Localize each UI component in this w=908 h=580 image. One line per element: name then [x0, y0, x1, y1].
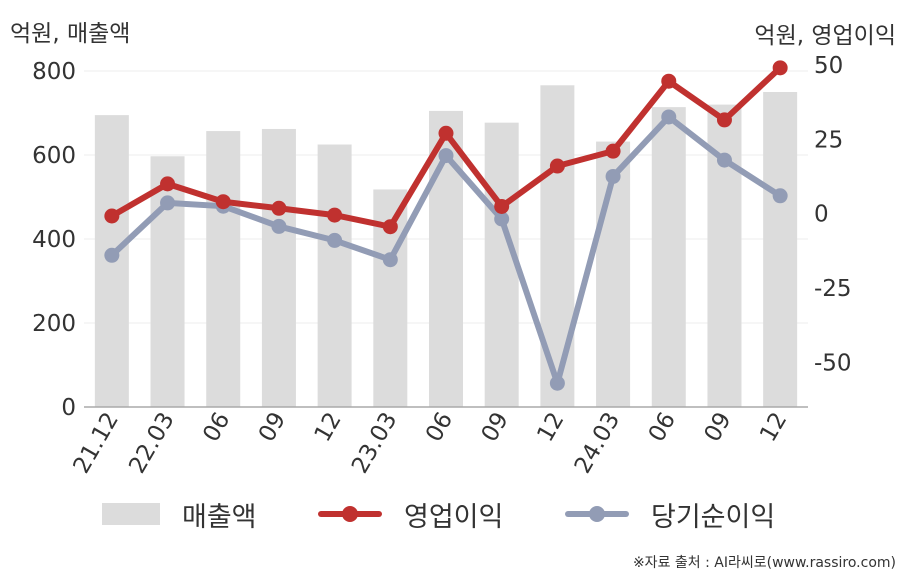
revenue-bar	[261, 128, 296, 407]
left-tick-label: 200	[32, 311, 76, 337]
revenue-bar	[206, 131, 241, 407]
x-tick-label: 09	[477, 408, 514, 446]
left-tick-label: 800	[32, 59, 76, 85]
net-income-point	[438, 148, 454, 164]
right-tick-label: -25	[814, 276, 852, 302]
legend-revenue-label: 매출액	[182, 501, 257, 533]
net-income-point	[160, 195, 176, 211]
net-income-point	[549, 375, 565, 391]
net-income-point	[494, 211, 510, 227]
left-tick-label: 400	[32, 227, 76, 253]
right-axis-ticks: -50 -25 0 25 50	[814, 53, 852, 377]
operating-profit-point	[549, 158, 565, 174]
revenue-bar	[484, 122, 519, 407]
legend-operating-profit-swatch	[318, 504, 382, 524]
operating-profit-point	[494, 198, 510, 214]
revenue-bar	[651, 107, 686, 408]
operating-profit-point	[104, 208, 120, 224]
operating-profit-point	[382, 219, 398, 235]
revenue-bar	[540, 85, 575, 407]
operating-profit-point	[772, 60, 788, 76]
x-tick-label: 12	[310, 408, 347, 446]
legend-operating-profit: 영업이익	[318, 494, 503, 534]
legend-revenue-swatch	[102, 503, 160, 525]
net-income-point	[772, 188, 788, 204]
source-note: ※자료 출처 : AI라씨로(www.rassiro.com)	[632, 555, 896, 571]
operating-profit-point	[215, 194, 231, 210]
legend-operating-profit-label: 영업이익	[404, 501, 504, 533]
line-series	[104, 60, 788, 391]
combo-chart: 0 200 400 600 800 -50 -25 0 25 50 21.12 22.03 06 09…	[32, 53, 852, 478]
left-axis-unit: 억원, 매출액	[10, 21, 131, 47]
net-income-point	[605, 168, 621, 184]
right-tick-label: 0	[814, 202, 829, 228]
revenue-bar	[763, 92, 798, 407]
operating-profit-point	[271, 200, 287, 216]
x-tick-label: 12	[755, 408, 792, 446]
x-tick-label: 09	[700, 408, 737, 446]
legend-revenue: 매출액	[102, 494, 257, 534]
right-tick-label: 50	[814, 53, 843, 79]
operating-profit-point	[160, 176, 176, 192]
legend-net-income-swatch	[565, 504, 629, 524]
x-tick-label: 06	[421, 408, 458, 446]
legend-net-income-label: 당기순이익	[651, 501, 776, 533]
right-axis-unit: 억원, 영업이익	[754, 23, 896, 49]
x-tick-label: 23.03	[347, 408, 402, 478]
net-income-point	[661, 109, 677, 125]
net-income-point	[327, 232, 343, 248]
right-tick-label: 25	[814, 127, 843, 153]
x-tick-label: 09	[254, 408, 291, 446]
x-tick-label: 12	[532, 408, 569, 446]
left-axis-ticks: 0 200 400 600 800	[32, 59, 76, 421]
x-tick-label: 06	[198, 408, 235, 446]
net-income-point	[104, 247, 120, 263]
left-tick-label: 0	[61, 395, 76, 421]
operating-profit-point	[438, 125, 454, 141]
revenue-bar	[317, 144, 352, 407]
x-tick-label: 22.03	[124, 408, 179, 478]
net-income-point	[382, 252, 398, 268]
right-tick-label: -50	[814, 350, 852, 376]
operating-profit-point	[605, 143, 621, 159]
operating-profit-point	[716, 112, 732, 128]
legend-net-income: 당기순이익	[565, 494, 775, 534]
x-tick-label: 21.12	[69, 408, 124, 478]
left-tick-label: 600	[32, 143, 76, 169]
net-income-point	[716, 152, 732, 168]
x-tick-label: 06	[644, 408, 681, 446]
net-income-point	[271, 218, 287, 234]
operating-profit-point	[661, 73, 677, 89]
operating-profit-point	[327, 207, 343, 223]
x-axis-ticks: 21.12 22.03 06 09 12 23.03 06 09 12 24.03 06 09 12	[69, 408, 793, 478]
x-tick-label: 24.03	[570, 408, 625, 478]
revenue-bars	[94, 85, 798, 408]
